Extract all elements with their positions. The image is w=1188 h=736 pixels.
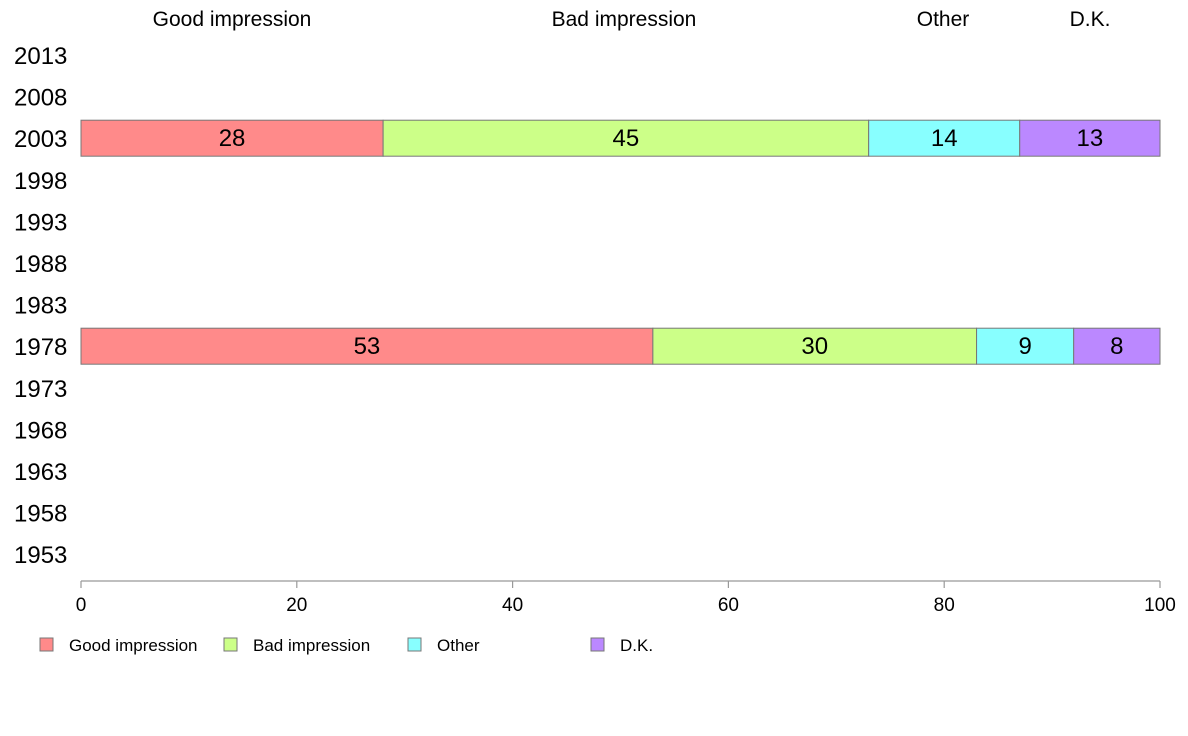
year-label-2013: 2013 <box>14 43 67 70</box>
bar-2003-d-k <box>1019 119 1161 157</box>
x-tick-label-0: 0 <box>76 595 87 616</box>
year-label-1968: 1968 <box>14 417 67 444</box>
legend-swatch-d-k <box>590 637 605 652</box>
data-label-1978-bad-impression: 30 <box>801 333 828 360</box>
year-label-1988: 1988 <box>14 251 67 278</box>
year-label-2003: 2003 <box>14 126 67 153</box>
legend-swatch-other <box>407 637 422 652</box>
x-tick-label-60: 60 <box>718 595 739 616</box>
year-label-1953: 1953 <box>14 542 67 569</box>
year-label-1978: 1978 <box>14 334 67 361</box>
bar-2003-good-impression <box>80 119 384 157</box>
legend-label-good-impression: Good impression <box>69 636 198 655</box>
x-axis: 0 20 40 60 80 100 <box>76 580 1176 616</box>
data-label-1978-d-k: 8 <box>1110 333 1123 360</box>
column-header-bad-impression: Bad impression <box>552 8 697 31</box>
bar-2003-other <box>868 119 1021 157</box>
column-headers: Good impression Bad impression Other D.K. <box>153 8 1111 31</box>
column-header-other: Other <box>917 8 970 31</box>
data-label-2003-bad-impression: 45 <box>613 125 640 152</box>
x-tick-label-80: 80 <box>934 595 955 616</box>
column-header-d-k: D.K. <box>1070 8 1111 31</box>
legend-swatch-bad-impression <box>223 637 238 652</box>
year-label-2008: 2008 <box>14 85 67 112</box>
bars: 28 45 14 13 53 30 9 8 <box>80 119 1161 365</box>
data-label-1978-other: 9 <box>1018 333 1031 360</box>
year-label-1958: 1958 <box>14 501 67 528</box>
column-header-good-impression: Good impression <box>153 8 312 31</box>
legend-label-other: Other <box>437 636 480 655</box>
legend-label-bad-impression: Bad impression <box>253 636 370 655</box>
data-label-2003-other: 14 <box>931 125 958 152</box>
legend-label-d-k: D.K. <box>620 636 653 655</box>
data-label-1978-good-impression: 53 <box>354 333 381 360</box>
bar-1978-bad-impression <box>652 327 978 365</box>
year-labels: 2013 2008 2003 1998 1993 1988 1983 1978 1973 1968… <box>14 43 67 569</box>
data-label-2003-good-impression: 28 <box>219 125 246 152</box>
x-tick-label-40: 40 <box>502 595 523 616</box>
bar-1978-good-impression <box>80 327 654 365</box>
year-label-1998: 1998 <box>14 168 67 195</box>
legend-swatch-good-impression <box>39 637 54 652</box>
x-tick-label-100: 100 <box>1144 595 1176 616</box>
data-label-2003-d-k: 13 <box>1077 125 1104 152</box>
legend: Good impression Bad impression Other D.K. <box>39 636 653 655</box>
year-label-1993: 1993 <box>14 209 67 236</box>
bar-1978-other <box>976 327 1075 365</box>
bar-1978-d-k <box>1073 327 1161 365</box>
year-label-1983: 1983 <box>14 293 67 320</box>
year-label-1973: 1973 <box>14 376 67 403</box>
x-tick-label-20: 20 <box>286 595 307 616</box>
year-label-1963: 1963 <box>14 459 67 486</box>
bar-2003-bad-impression <box>382 119 870 157</box>
